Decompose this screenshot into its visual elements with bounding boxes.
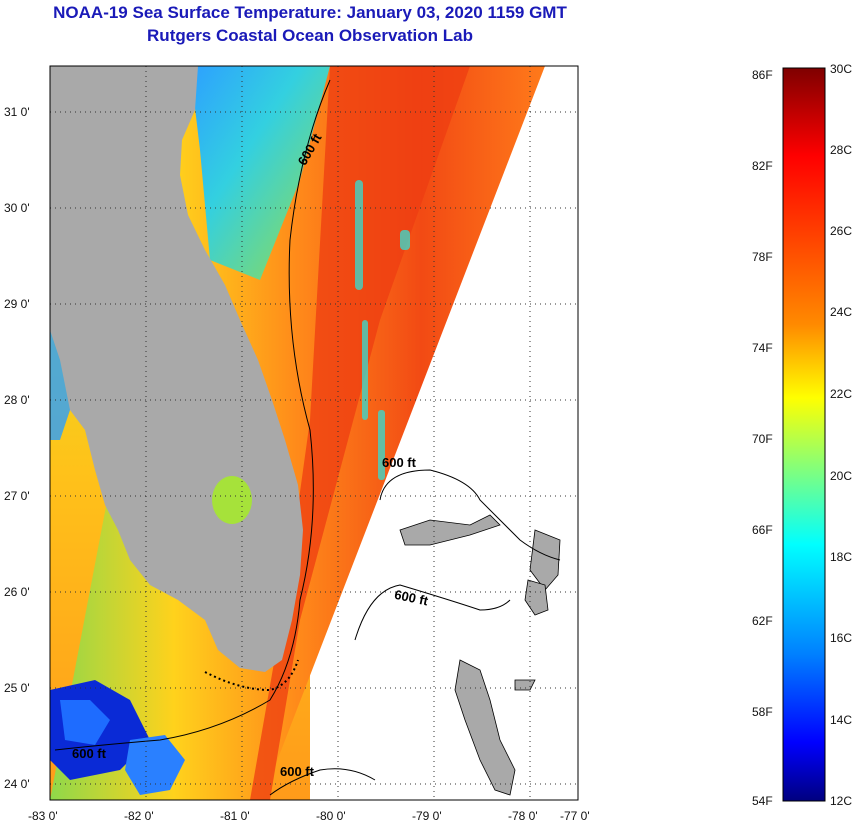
lat-label: 29 0' [4, 297, 30, 311]
florida-keys [204, 659, 299, 692]
lon-label: -79 0' [412, 809, 442, 823]
f-label: 74F [752, 341, 773, 355]
map-border [49, 65, 579, 801]
c-label: 12C [830, 794, 852, 808]
lat-label: 24 0' [4, 777, 30, 791]
northern-cool-water [190, 66, 330, 280]
latitude-labels: 31 0' 30 0' 29 0' 28 0' 27 0' 26 0' 25 0… [4, 105, 30, 791]
sst-map: 600 ft 600 ft 600 ft 600 ft 600 ft 31 0'… [4, 65, 590, 823]
lat-label: 31 0' [4, 105, 30, 119]
lat-label: 28 0' [4, 393, 30, 407]
c-label: 18C [830, 550, 852, 564]
contour-label-bahamas-north: 600 ft [382, 455, 417, 470]
c-label: 24C [830, 305, 852, 319]
c-label: 30C [830, 62, 852, 76]
contour-label-south: 600 ft [280, 764, 315, 779]
f-label: 58F [752, 705, 773, 719]
lon-label: -77 0' [560, 809, 590, 823]
f-label: 54F [752, 794, 773, 808]
contour-label-southwest: 600 ft [72, 746, 107, 761]
lake-okeechobee [212, 476, 252, 524]
lon-label: -78 0' [508, 809, 538, 823]
lon-label: -83 0' [28, 809, 58, 823]
map-subtitle: Rutgers Coastal Ocean Observation Lab [147, 26, 473, 45]
map-title: NOAA-19 Sea Surface Temperature: January… [53, 3, 567, 22]
c-label: 14C [830, 713, 852, 727]
lon-label: -81 0' [220, 809, 250, 823]
temperature-colorbar: 86F 82F 78F 74F 70F 66F 62F 58F 54F 30C … [752, 62, 852, 808]
f-label: 70F [752, 432, 773, 446]
c-label: 22C [830, 387, 852, 401]
c-label: 28C [830, 143, 852, 157]
c-label: 16C [830, 631, 852, 645]
f-label: 86F [752, 68, 773, 82]
lat-label: 30 0' [4, 201, 30, 215]
colorbar-celsius-labels: 30C 28C 26C 24C 22C 20C 18C 16C 14C 12C [830, 62, 852, 808]
bahamas-land [399, 514, 561, 796]
lon-label: -82 0' [124, 809, 154, 823]
lon-label: -80 0' [316, 809, 346, 823]
longitude-labels: -83 0' -82 0' -81 0' -80 0' -79 0' -78 0… [28, 809, 590, 823]
lat-label: 27 0' [4, 489, 30, 503]
f-label: 66F [752, 523, 773, 537]
f-label: 78F [752, 250, 773, 264]
lat-lon-grid [50, 66, 578, 800]
colorbar-fahrenheit-labels: 86F 82F 78F 74F 70F 66F 62F 58F 54F [752, 68, 773, 808]
f-label: 62F [752, 614, 773, 628]
lat-label: 26 0' [4, 585, 30, 599]
colorbar-gradient [782, 67, 826, 802]
f-label: 82F [752, 159, 773, 173]
600ft-contour [54, 79, 561, 796]
c-label: 26C [830, 224, 852, 238]
lat-label: 25 0' [4, 681, 30, 695]
c-label: 20C [830, 469, 852, 483]
